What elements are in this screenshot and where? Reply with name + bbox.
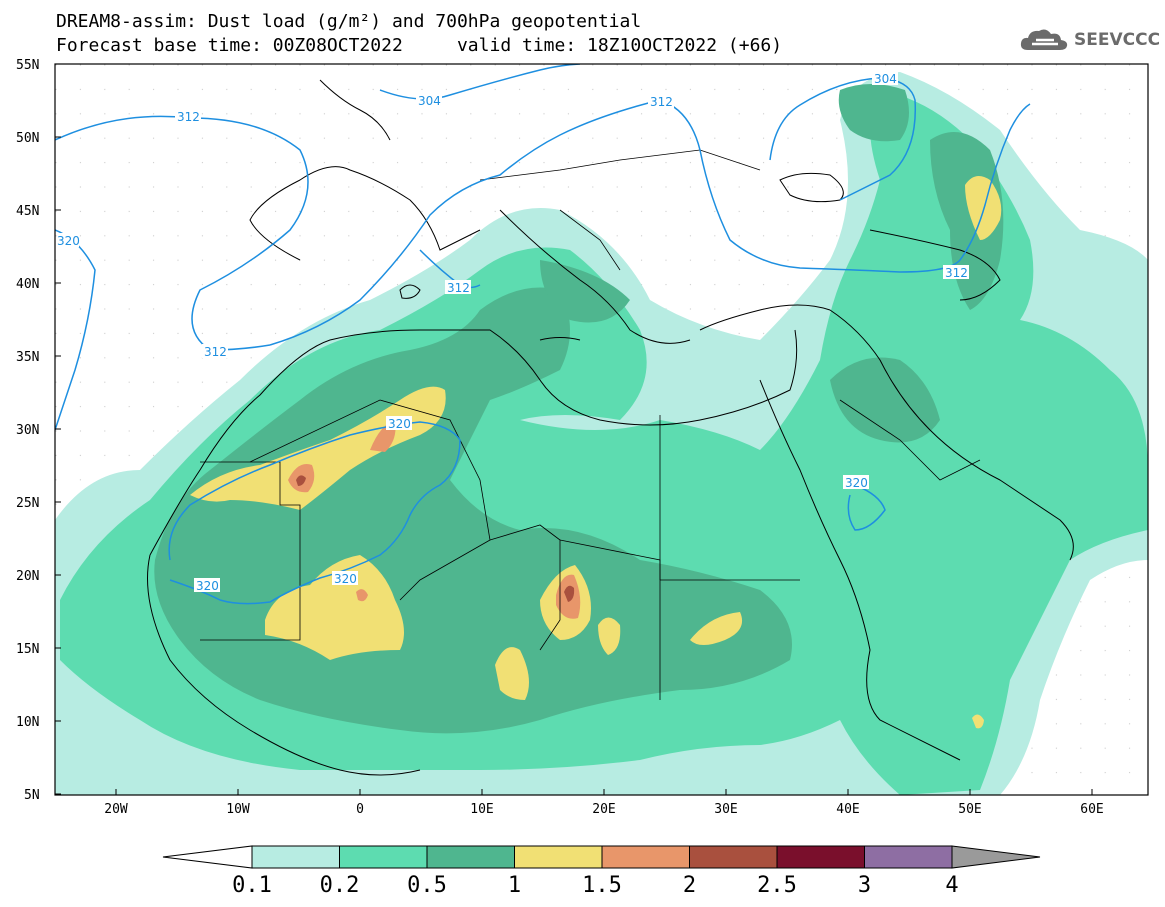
lat-tick-label: 30N [16, 423, 39, 438]
contour-label: 304 [874, 72, 897, 86]
lat-tick-label: 55N [16, 58, 39, 73]
latitude-labels: 55N 50N 45N 40N 35N 30N 25N 20N 15N 10N … [16, 58, 40, 803]
colorbar-label: 0.1 [232, 873, 272, 898]
dust-region-level4-sudan [690, 612, 743, 645]
lat-tick-label: 40N [16, 277, 39, 292]
colorbar-label: 1 [508, 873, 521, 898]
contour-label: 320 [196, 579, 219, 593]
lat-tick-label: 20N [16, 569, 39, 584]
dust-region-level3-caspian [930, 132, 1004, 310]
contour-label: 320 [57, 234, 80, 248]
colorbar-swatch [251, 845, 340, 869]
colorbar-label: 2.5 [757, 873, 797, 898]
colorbar-swatch [514, 845, 603, 869]
colorbar-label: 4 [945, 873, 958, 898]
dust-region-level4-somalia [972, 714, 984, 729]
contour-label: 320 [334, 572, 357, 586]
contour-320-sahara [168, 421, 461, 605]
dust-fields: 312 304 312 320 312 312 304 312 320 320 … [55, 64, 1148, 795]
lat-tick-label: 25N [16, 496, 39, 511]
colorbar-label: 1.5 [582, 873, 622, 898]
dust-region-level3-sea [540, 260, 630, 323]
colorbar-arrow-high [951, 845, 1041, 869]
colorbar-swatch [776, 845, 865, 869]
seevccc-logo: SEEVCCC [1018, 26, 1160, 54]
contour-label: 320 [388, 417, 411, 431]
contour-label: 320 [845, 476, 868, 490]
colorbar-swatch [601, 845, 690, 869]
cloud-logo-icon [1020, 29, 1068, 50]
lat-tick-label: 50N [16, 131, 39, 146]
lat-tick-label: 15N [16, 642, 39, 657]
longitude-labels: 20W 10W 0 10E 20E 30E 40E 50E 60E [104, 802, 1103, 817]
lon-tick-label: 60E [1080, 802, 1103, 817]
logo-text: SEEVCCC [1074, 30, 1161, 50]
dust-region-level6-chad [564, 585, 575, 602]
colorbar-swatch [339, 845, 428, 869]
contour-label: 312 [945, 266, 968, 280]
colorbar-arrow-low [162, 845, 253, 869]
colorbar: 0.1 0.2 0.5 1 1.5 2 2.5 3 4 [162, 845, 1041, 898]
coastlines [147, 79, 1074, 776]
dust-region-level4-sahara [190, 386, 446, 510]
map-subtitle: Forecast base time: 00Z08OCT2022 valid t… [56, 35, 783, 56]
lon-tick-label: 10E [470, 802, 493, 817]
lon-tick-label: 0 [356, 802, 364, 817]
colorbar-label: 0.2 [320, 873, 360, 898]
lat-tick-label: 10N [16, 715, 39, 730]
dust-region-level3-east [830, 357, 940, 443]
contour-320-west [55, 229, 96, 431]
colorbar-label: 3 [858, 873, 871, 898]
contour-label: 312 [447, 281, 470, 295]
lon-tick-label: 20E [592, 802, 615, 817]
contour-312-europe [269, 99, 1031, 346]
contour-label: 312 [177, 110, 200, 124]
contour-label: 312 [650, 95, 673, 109]
colorbar-label: 2 [683, 873, 696, 898]
lat-tick-label: 5N [24, 788, 40, 803]
contour-label: 304 [418, 94, 441, 108]
map-title: DREAM8-assim: Dust load (g/m²) and 700hP… [56, 11, 642, 32]
dust-region-level6-algeria [296, 475, 306, 486]
contour-304-east [769, 77, 917, 201]
lon-tick-label: 50E [958, 802, 981, 817]
colorbar-swatch [426, 845, 515, 869]
country-borders [200, 149, 981, 700]
contour-label: 312 [204, 345, 227, 359]
lat-tick-label: 35N [16, 350, 39, 365]
colorbar-swatch [689, 845, 778, 869]
tick-marks [55, 63, 1093, 795]
lon-tick-label: 10W [226, 802, 250, 817]
dust-region-level3-north [838, 84, 909, 142]
lon-tick-label: 30E [714, 802, 737, 817]
lon-tick-label: 20W [104, 802, 128, 817]
contour-labels: 312 304 312 320 312 312 304 312 320 320 … [57, 71, 969, 593]
lat-tick-label: 45N [16, 204, 39, 219]
colorbar-swatch [864, 845, 953, 869]
dust-region-level5-mali [356, 589, 368, 602]
contour-320-arabia [847, 484, 886, 531]
dust-region-level4-caspian [965, 176, 1002, 240]
colorbar-label: 0.5 [407, 873, 447, 898]
dust-region-level4-niger [495, 647, 529, 700]
dust-region-level4-chad2 [598, 617, 621, 655]
lon-tick-label: 40E [836, 802, 859, 817]
